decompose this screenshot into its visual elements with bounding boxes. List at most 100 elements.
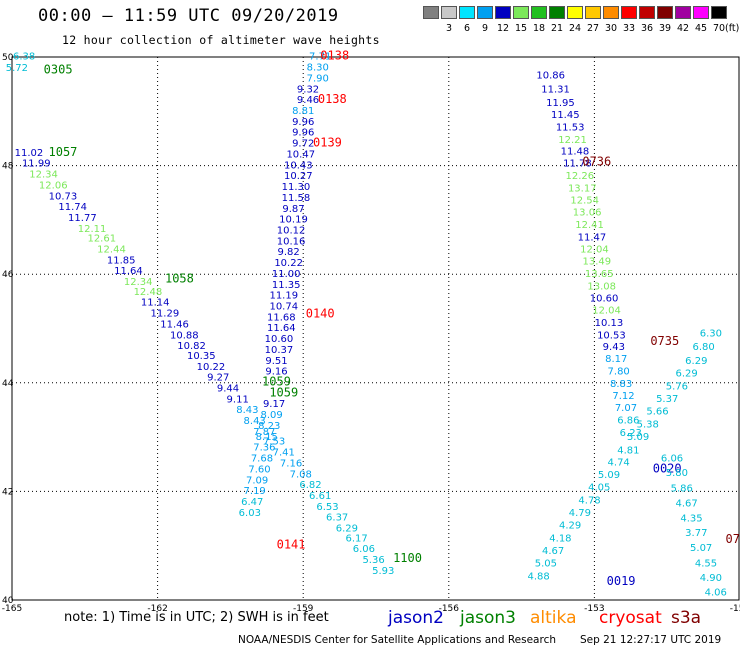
wave-height-label: 11.31 bbox=[541, 84, 570, 95]
wave-height-label: 5.09 bbox=[627, 432, 649, 443]
wave-height-label: 11.30 bbox=[282, 182, 311, 193]
color-swatch bbox=[549, 6, 565, 19]
legend-jason2: jason2 bbox=[388, 608, 444, 628]
wave-height-label: 5.05 bbox=[535, 558, 557, 569]
wave-height-label: 9.43 bbox=[603, 342, 625, 353]
wave-height-label: 6.38 bbox=[13, 52, 35, 63]
wave-height-label: 10.82 bbox=[177, 341, 206, 352]
color-swatch bbox=[675, 6, 691, 19]
wave-height-label: 4.78 bbox=[578, 495, 600, 506]
chart-subtitle: 12 hour collection of altimeter wave hei… bbox=[62, 33, 380, 47]
wave-height-label: 6.17 bbox=[345, 533, 367, 544]
wave-height-label: 7.19 bbox=[244, 486, 266, 497]
wave-height-label: 10.60 bbox=[590, 293, 619, 304]
color-swatch bbox=[567, 6, 583, 19]
wave-height-label: 4.67 bbox=[542, 546, 564, 557]
wave-height-label: 4.81 bbox=[617, 445, 639, 456]
wave-height-label: 11.77 bbox=[68, 213, 97, 224]
pass-time-label: 1058 bbox=[165, 271, 194, 285]
color-swatch bbox=[495, 6, 511, 19]
color-swatch bbox=[459, 6, 475, 19]
wave-height-label: 12.34 bbox=[124, 277, 153, 288]
wave-height-label: 7.09 bbox=[246, 475, 268, 486]
wave-height-label: 9.44 bbox=[217, 383, 239, 394]
wave-height-label: 13.65 bbox=[585, 269, 614, 280]
color-swatch bbox=[621, 6, 637, 19]
x-tick-label: -165 bbox=[2, 604, 22, 614]
color-scale-label: 39 bbox=[658, 23, 672, 34]
wave-height-label: 9.16 bbox=[265, 367, 287, 378]
color-scale-label: 45 bbox=[694, 23, 708, 34]
pass-time-label: 07 bbox=[725, 532, 739, 546]
color-swatch bbox=[477, 6, 493, 19]
wave-height-label: 9.51 bbox=[265, 356, 287, 367]
wave-height-label: 4.90 bbox=[700, 573, 722, 584]
wave-height-label: 5.80 bbox=[666, 468, 688, 479]
wave-height-label: 6.82 bbox=[299, 480, 321, 491]
color-swatch bbox=[657, 6, 673, 19]
wave-height-label: 5.09 bbox=[598, 470, 620, 481]
wave-height-label: 3.77 bbox=[685, 528, 707, 539]
wave-height-label: 6.06 bbox=[353, 544, 375, 555]
wave-height-label: 11.45 bbox=[551, 110, 580, 121]
color-swatch bbox=[423, 6, 439, 19]
color-scale-label: 18 bbox=[532, 23, 546, 34]
color-scale-label: 42 bbox=[676, 23, 690, 34]
wave-height-label: 12.61 bbox=[87, 234, 116, 245]
y-tick-label: 44 bbox=[2, 379, 14, 389]
wave-height-label: 7.41 bbox=[273, 448, 295, 459]
wave-height-label: 13.06 bbox=[573, 208, 602, 219]
color-swatch bbox=[513, 6, 529, 19]
wave-height-label: 4.74 bbox=[608, 457, 630, 468]
pass-time-label: 1059 bbox=[262, 375, 291, 389]
wave-height-label: 4.06 bbox=[705, 588, 727, 599]
wave-height-label: 4.67 bbox=[675, 499, 697, 510]
color-swatch bbox=[603, 6, 619, 19]
wave-height-label: 8.09 bbox=[261, 410, 283, 421]
wave-height-label: 6.37 bbox=[326, 513, 348, 524]
wave-height-label: 11.48 bbox=[561, 147, 590, 158]
wave-height-label: 10.27 bbox=[284, 171, 313, 182]
color-swatch bbox=[531, 6, 547, 19]
wave-height-label: 9.96 bbox=[292, 117, 314, 128]
wave-height-label: 4.35 bbox=[680, 513, 702, 524]
y-tick-label: 50 bbox=[2, 53, 14, 63]
wave-height-label: 8.17 bbox=[605, 354, 627, 365]
wave-height-label: 6.86 bbox=[617, 416, 639, 427]
y-tick-label: 40 bbox=[2, 596, 14, 606]
wave-height-label: 4.18 bbox=[549, 533, 571, 544]
color-scale-label: 27 bbox=[586, 23, 600, 34]
pass-time-label: 1057 bbox=[49, 145, 78, 159]
wave-height-label: 11.85 bbox=[107, 255, 136, 266]
wave-height-label: 4.05 bbox=[588, 482, 610, 493]
wave-height-label: 10.35 bbox=[187, 351, 216, 362]
pass-time-label: 0736 bbox=[582, 155, 611, 169]
wave-height-label: 9.87 bbox=[282, 204, 304, 215]
wave-height-label: 8.81 bbox=[292, 106, 314, 117]
wave-height-label: 12.41 bbox=[575, 220, 604, 231]
wave-height-label: 10.88 bbox=[170, 330, 199, 341]
y-tick-label: 48 bbox=[2, 162, 14, 172]
pass-time-label: 0019 bbox=[607, 574, 636, 588]
wave-height-label: 7.07 bbox=[615, 403, 637, 414]
wave-height-label: 9.72 bbox=[292, 139, 314, 150]
wave-height-label: 11.99 bbox=[22, 159, 51, 170]
wave-height-label: 13.49 bbox=[583, 256, 612, 267]
wave-height-label: 7.80 bbox=[608, 367, 630, 378]
pass-time-label: 0141 bbox=[277, 537, 306, 551]
wave-height-label: 10.22 bbox=[197, 362, 226, 373]
wave-height-label: 9.11 bbox=[227, 394, 249, 405]
wave-height-label: 4.55 bbox=[695, 558, 717, 569]
wave-height-label: 8.15 bbox=[256, 432, 278, 443]
y-tick-label: 46 bbox=[2, 270, 14, 280]
wave-height-label: 8.23 bbox=[258, 421, 280, 432]
wave-height-label: 7.68 bbox=[251, 454, 273, 465]
legend-altika: altika bbox=[530, 608, 577, 628]
wave-height-label: 7.71 bbox=[309, 52, 331, 63]
pass-time-label: 0735 bbox=[650, 334, 679, 348]
wave-height-label: 10.74 bbox=[269, 301, 298, 312]
color-scale-label: 6 bbox=[463, 23, 471, 34]
legend-cryosat: cryosat bbox=[599, 608, 662, 628]
wave-height-label: 11.14 bbox=[141, 298, 170, 309]
